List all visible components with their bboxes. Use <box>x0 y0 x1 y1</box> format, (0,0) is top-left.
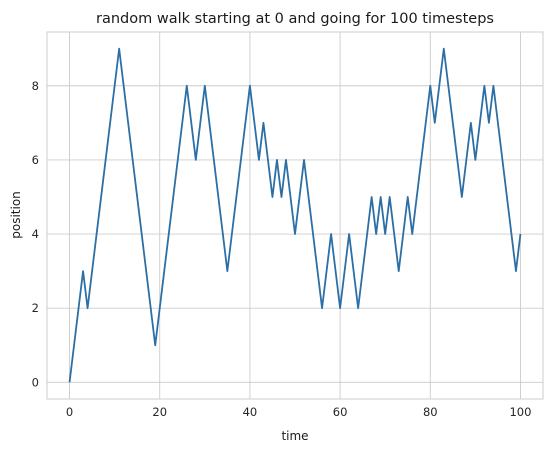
x-tick-label: 0 <box>66 405 73 419</box>
x-tick-label: 60 <box>333 405 348 419</box>
y-axis-label: position <box>9 191 23 239</box>
x-tick-label: 20 <box>152 405 167 419</box>
y-tick-label: 8 <box>32 79 39 93</box>
x-ticks: 0 20 40 60 80 100 <box>66 405 532 419</box>
y-tick-label: 4 <box>32 227 39 241</box>
x-tick-label: 100 <box>509 405 531 419</box>
series-line <box>68 47 522 383</box>
x-tick-label: 80 <box>423 405 438 419</box>
x-axis-label: time <box>281 429 308 443</box>
series-layer <box>68 47 522 383</box>
y-tick-label: 2 <box>32 301 39 315</box>
y-tick-label: 6 <box>32 153 39 167</box>
y-ticks: 0 2 4 6 8 <box>32 79 39 390</box>
chart-title: random walk starting at 0 and going for … <box>96 11 494 27</box>
y-tick-label: 0 <box>32 375 39 389</box>
x-tick-label: 40 <box>243 405 258 419</box>
plot-area <box>46 31 544 400</box>
